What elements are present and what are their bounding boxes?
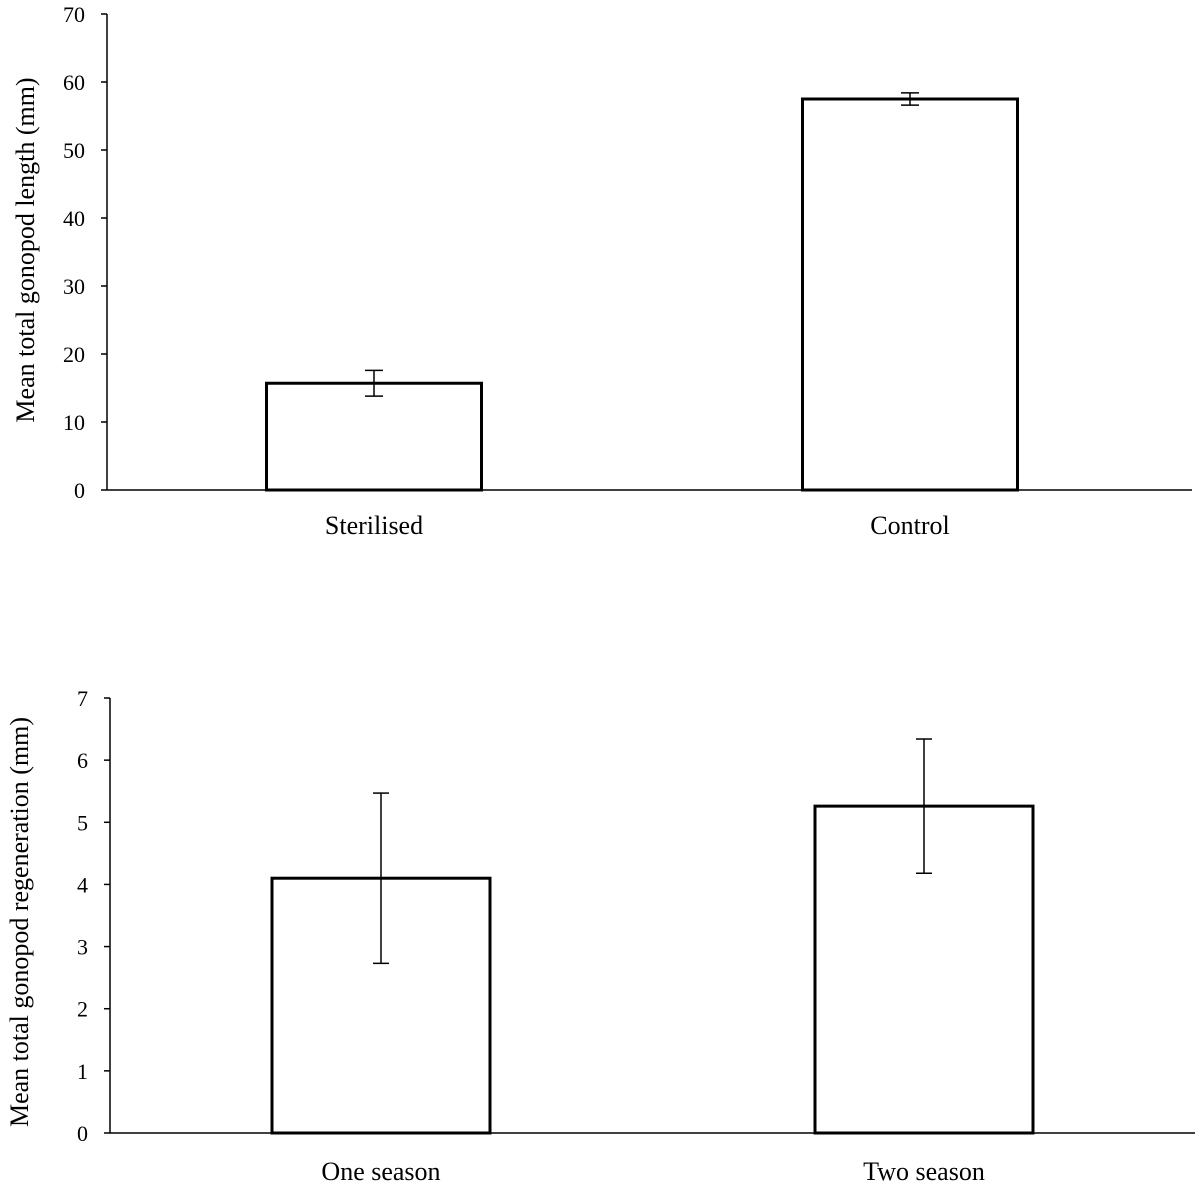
chart-regeneration: Mean total gonopod regeneration (mm) 0 1 2…: [5, 686, 1195, 1186]
category-label: One season: [321, 1157, 440, 1186]
y-tick-label: 20: [63, 342, 85, 367]
y-tick-label: 30: [63, 274, 85, 299]
bar: [801, 97, 1019, 492]
y-tick-label: 2: [77, 997, 88, 1022]
y-tick-label: 50: [63, 138, 85, 163]
category-label: Sterilised: [325, 511, 423, 540]
y-tick-label: 70: [63, 2, 85, 27]
y-tick-label: 40: [63, 206, 85, 231]
y-axis-label: Mean total gonopod length (mm): [11, 77, 40, 422]
y-tick-label: 1: [77, 1059, 88, 1084]
y-tick-label: 6: [77, 748, 88, 773]
y-tick-label: 60: [63, 70, 85, 95]
bar: [265, 381, 483, 492]
y-tick-label: 3: [77, 935, 88, 960]
chart-length: Mean total gonopod length (mm) 0 10 20 30 40…: [11, 2, 1192, 540]
y-tick-label: 0: [77, 1121, 88, 1146]
y-axis-label: Mean total gonopod regeneration (mm): [5, 717, 34, 1127]
y-tick-label: 10: [63, 410, 85, 435]
y-tick-label: 5: [77, 810, 88, 835]
y-tick-label: 4: [77, 872, 88, 897]
y-tick-label: 7: [77, 686, 88, 711]
y-tick-label: 0: [74, 478, 85, 503]
category-label: Two season: [863, 1157, 985, 1186]
category-label: Control: [870, 511, 949, 540]
